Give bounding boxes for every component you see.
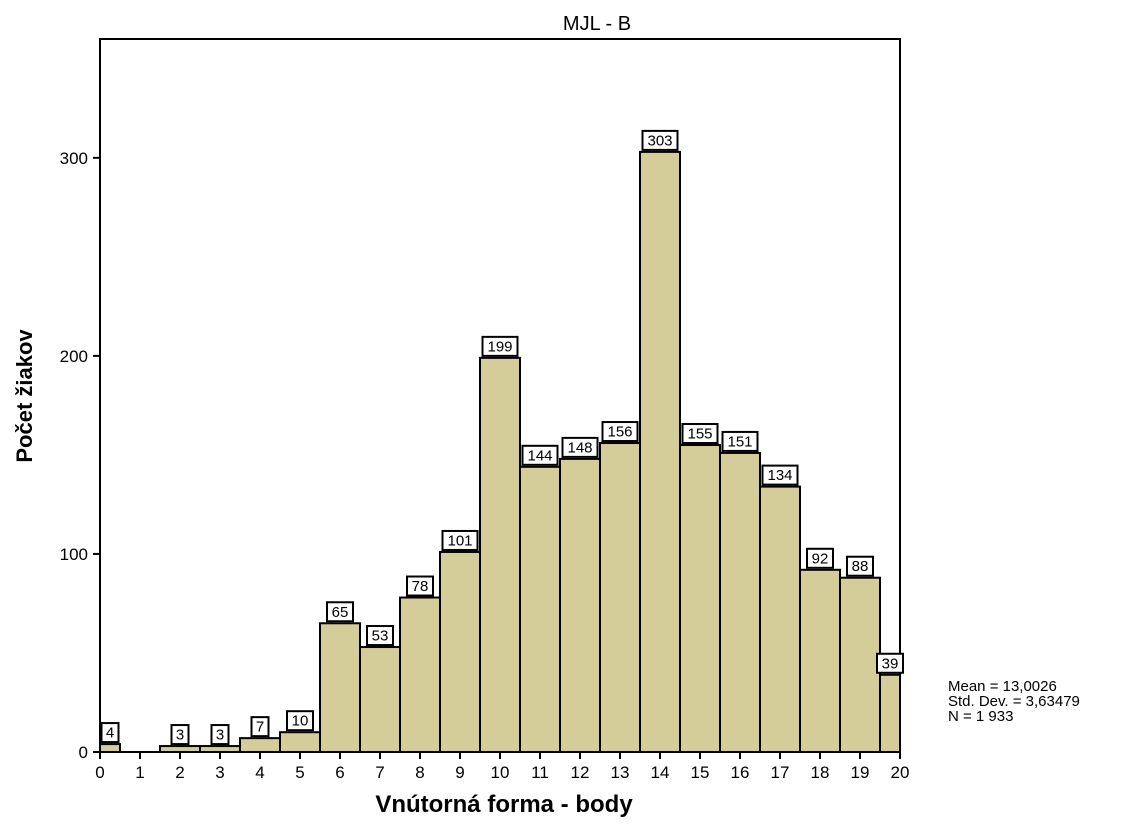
x-tick-label: 6 xyxy=(335,763,344,782)
data-label-box xyxy=(806,547,834,569)
data-label-box xyxy=(846,555,874,577)
histogram-bar xyxy=(479,356,521,753)
data-label: 65 xyxy=(332,604,349,621)
histogram-bar xyxy=(519,465,561,753)
summary-statistics: Mean = 13,0026 Std. Dev. = 3,63479 N = 1… xyxy=(948,679,1080,724)
histogram-bar xyxy=(439,550,481,753)
data-label: 3 xyxy=(216,727,224,744)
data-label: 134 xyxy=(767,467,792,484)
data-label-box xyxy=(641,129,679,151)
x-tick-label: 7 xyxy=(375,763,384,782)
data-label: 39 xyxy=(882,655,899,672)
data-labels-layer: 4 3 3 7 10 65 53 78 101 199 144 148 156 303 155 151 134 9… xyxy=(100,129,904,746)
data-label: 88 xyxy=(852,558,869,575)
histogram-bar xyxy=(679,444,721,753)
x-tick-label: 12 xyxy=(571,763,590,782)
axis-layer: 0 1 2 3 4 5 6 7 8 9 10 11 12 13 14 15 16 17 18 19 2001002003… xyxy=(60,149,910,782)
x-tick-label: 19 xyxy=(851,763,870,782)
x-tick-label: 10 xyxy=(491,763,510,782)
histogram-bar xyxy=(599,442,641,753)
data-label: 92 xyxy=(812,550,829,567)
x-tick-label: 11 xyxy=(531,763,549,782)
stat-mean: Mean = 13,0026 xyxy=(948,678,1057,695)
data-label-box xyxy=(481,335,519,357)
data-label: 156 xyxy=(607,424,632,441)
x-tick-label: 5 xyxy=(295,763,304,782)
data-label-box xyxy=(210,724,230,746)
x-tick-label: 9 xyxy=(455,763,464,782)
data-label-box xyxy=(761,464,799,486)
x-tick-label: 17 xyxy=(771,763,790,782)
x-tick-label: 14 xyxy=(651,763,670,782)
histogram-bar xyxy=(799,568,841,753)
data-label: 53 xyxy=(372,628,389,645)
histogram-bar xyxy=(319,622,361,754)
data-label-box xyxy=(561,436,599,458)
histogram-bar xyxy=(759,485,801,753)
x-tick-label: 3 xyxy=(215,763,224,782)
y-tick-label: 200 xyxy=(60,347,88,366)
data-label-box xyxy=(100,722,120,744)
data-label-box xyxy=(406,575,434,597)
x-tick-label: 8 xyxy=(415,763,424,782)
x-tick-label: 16 xyxy=(731,763,750,782)
histogram-bar xyxy=(839,576,881,754)
data-label: 303 xyxy=(647,132,672,149)
x-tick-label: 13 xyxy=(611,763,630,782)
data-label: 144 xyxy=(527,447,552,464)
x-tick-label: 2 xyxy=(175,763,184,782)
data-label-box xyxy=(876,652,904,674)
stat-n: N = 1 933 xyxy=(948,708,1014,725)
data-label: 199 xyxy=(487,338,512,355)
histogram-bar xyxy=(199,745,241,754)
data-label-box xyxy=(326,601,354,623)
data-label-box xyxy=(681,423,719,445)
x-tick-label: 0 xyxy=(95,763,104,782)
x-tick-label: 1 xyxy=(135,763,144,782)
histogram-bar xyxy=(399,596,441,753)
bars-layer xyxy=(99,150,901,754)
data-label: 148 xyxy=(567,439,592,456)
data-label: 155 xyxy=(687,426,712,443)
histogram-bar xyxy=(559,457,601,753)
data-label-box xyxy=(250,716,270,738)
data-label-box xyxy=(286,710,314,732)
data-label: 10 xyxy=(292,713,309,730)
x-tick-label: 20 xyxy=(891,763,910,782)
x-tick-label: 4 xyxy=(255,763,264,782)
histogram-bar xyxy=(639,150,681,753)
histogram-bar xyxy=(879,673,901,754)
y-tick-label: 100 xyxy=(60,545,88,564)
data-label-box xyxy=(601,421,639,443)
stat-std-dev: Std. Dev. = 3,63479 xyxy=(948,693,1080,710)
histogram-bar xyxy=(279,731,321,754)
data-label: 78 xyxy=(412,578,429,595)
data-label: 101 xyxy=(447,532,472,549)
y-tick-label: 300 xyxy=(60,149,88,168)
chart-title: MJL - B xyxy=(563,13,631,35)
x-tick-label: 18 xyxy=(811,763,830,782)
histogram-bar xyxy=(719,451,761,753)
histogram-bar xyxy=(239,737,281,753)
data-label: 7 xyxy=(256,719,264,736)
x-tick-label: 15 xyxy=(691,763,710,782)
data-label: 151 xyxy=(727,433,752,450)
y-tick-label: 0 xyxy=(79,743,88,762)
data-label-box xyxy=(721,430,759,452)
y-axis-label: Počet žiakov xyxy=(12,329,37,463)
x-axis-label: Vnútorná forma - body xyxy=(375,791,633,818)
data-label-box xyxy=(366,625,394,647)
data-label-box xyxy=(170,724,190,746)
histogram-bar xyxy=(99,743,121,753)
data-label: 3 xyxy=(176,727,184,744)
data-label: 4 xyxy=(106,725,114,742)
histogram-bar xyxy=(359,646,401,754)
histogram-bar xyxy=(159,745,201,754)
data-label-box xyxy=(521,444,559,466)
data-label-box xyxy=(441,529,479,551)
